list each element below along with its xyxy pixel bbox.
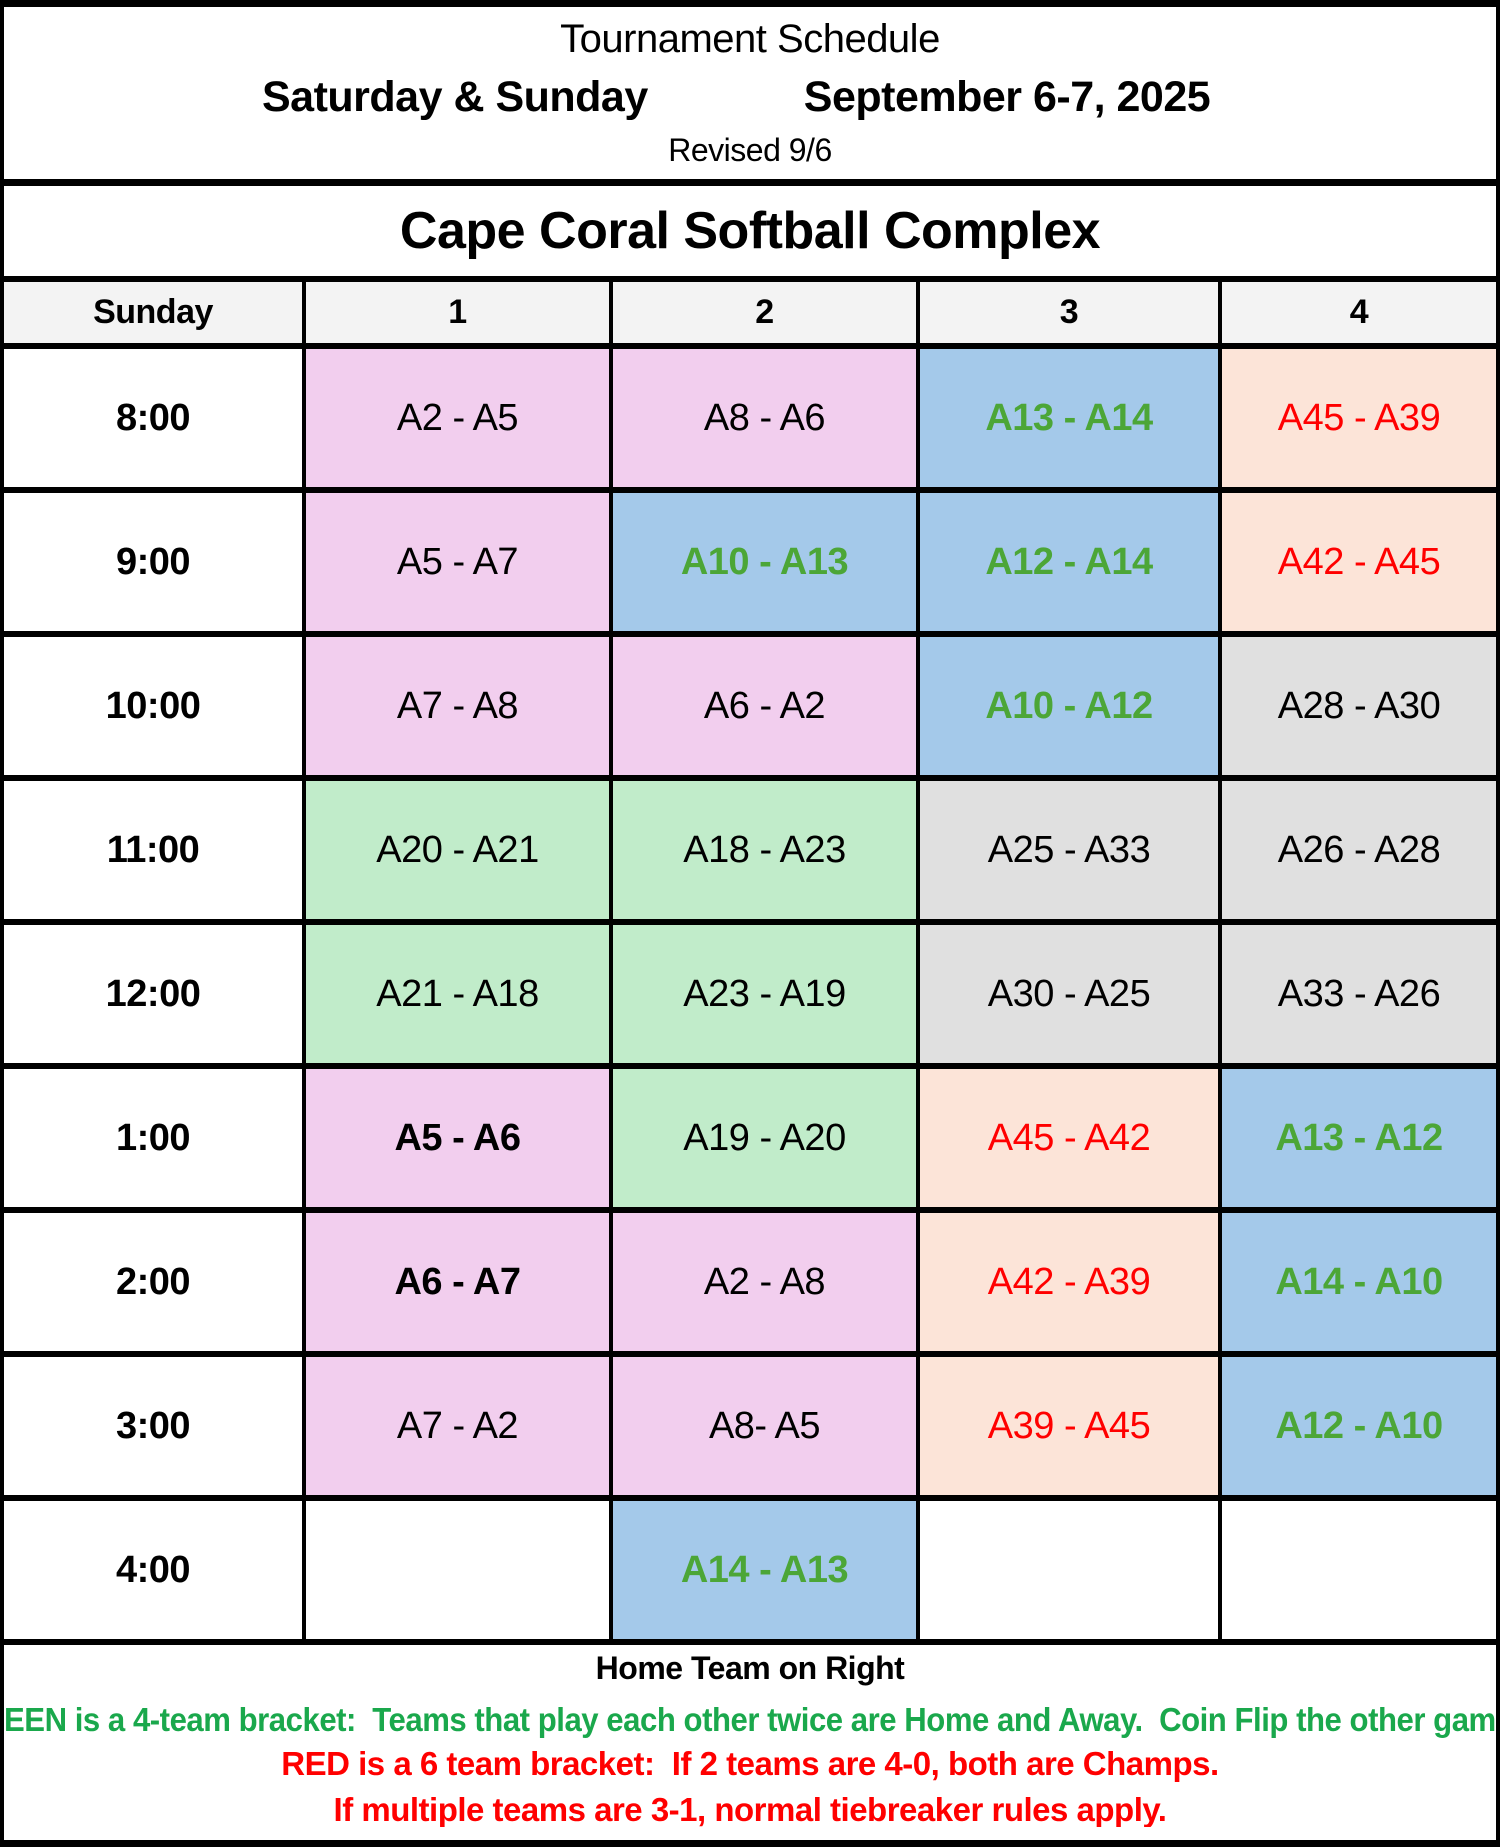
- game-cell: A2 - A5: [306, 349, 609, 487]
- game-cell: A25 - A33: [920, 781, 1218, 919]
- time-cell: 2:00: [4, 1213, 302, 1351]
- column-header-day: Sunday: [4, 282, 302, 343]
- venue-title: Cape Coral Softball Complex: [4, 186, 1496, 282]
- revised-note: Revised 9/6: [668, 131, 832, 168]
- game-cell: [1222, 1501, 1496, 1639]
- time-cell: 4:00: [4, 1501, 302, 1639]
- home-team-note: Home Team on Right: [595, 1650, 905, 1686]
- game-cell: [920, 1501, 1218, 1639]
- game-cell: A20 - A21: [306, 781, 609, 919]
- time-cell: 12:00: [4, 925, 302, 1063]
- game-cell: A21 - A18: [306, 925, 609, 1063]
- game-cell: A13 - A14: [920, 349, 1218, 487]
- game-cell: A6 - A2: [613, 637, 916, 775]
- game-cell: A14 - A10: [1222, 1213, 1496, 1351]
- footer-notes: Home Team on Right EEN is a 4-team brack…: [4, 1645, 1496, 1827]
- game-cell: A12 - A10: [1222, 1357, 1496, 1495]
- game-cell: [306, 1501, 609, 1639]
- time-cell: 8:00: [4, 349, 302, 487]
- game-cell: A30 - A25: [920, 925, 1218, 1063]
- game-cell: A33 - A26: [1222, 925, 1496, 1063]
- game-cell: A39 - A45: [920, 1357, 1218, 1495]
- game-cell: A14 - A13: [613, 1501, 916, 1639]
- game-cell: A5 - A6: [306, 1069, 609, 1207]
- time-cell: 9:00: [4, 493, 302, 631]
- game-cell: A23 - A19: [613, 925, 916, 1063]
- game-cell: A6 - A7: [306, 1213, 609, 1351]
- game-cell: A8 - A6: [613, 349, 916, 487]
- time-cell: 11:00: [4, 781, 302, 919]
- event-date-line: Saturday & Sunday September 6-7, 2025: [4, 73, 1496, 122]
- green-bracket-note: EEN is a 4-team bracket: Teams that play…: [4, 1701, 1496, 1738]
- event-dates: September 6-7, 2025: [803, 72, 1211, 121]
- column-header-field-1: 1: [306, 282, 609, 343]
- game-cell: A45 - A39: [1222, 349, 1496, 487]
- time-cell: 10:00: [4, 637, 302, 775]
- game-cell: A18 - A23: [613, 781, 916, 919]
- time-cell: 3:00: [4, 1357, 302, 1495]
- game-cell: A2 - A8: [613, 1213, 916, 1351]
- game-cell: A5 - A7: [306, 493, 609, 631]
- column-header-field-4: 4: [1222, 282, 1496, 343]
- game-cell: A42 - A39: [920, 1213, 1218, 1351]
- schedule-table: Sunday 1 2 3 4 8:00 A2 - A5 A8 - A6 A13 - A…: [4, 282, 1496, 1645]
- game-cell: A12 - A14: [920, 493, 1218, 631]
- page-title: Tournament Schedule: [560, 17, 940, 62]
- game-cell: A42 - A45: [1222, 493, 1496, 631]
- game-cell: A13 - A12: [1222, 1069, 1496, 1207]
- column-header-field-3: 3: [920, 282, 1218, 343]
- tiebreaker-note: If multiple teams are 3-1, normal tiebre…: [333, 1791, 1167, 1827]
- title-block: Tournament Schedule Saturday & Sunday Se…: [4, 7, 1496, 186]
- game-cell: A7 - A8: [306, 637, 609, 775]
- column-header-field-2: 2: [613, 282, 916, 343]
- game-cell: A8- A5: [613, 1357, 916, 1495]
- game-cell: A19 - A20: [613, 1069, 916, 1207]
- time-cell: 1:00: [4, 1069, 302, 1207]
- red-bracket-note: RED is a 6 team bracket: If 2 teams are …: [281, 1745, 1219, 1782]
- game-cell: A7 - A2: [306, 1357, 609, 1495]
- event-days: Saturday & Sunday: [262, 72, 648, 121]
- game-cell: A45 - A42: [920, 1069, 1218, 1207]
- game-cell: A28 - A30: [1222, 637, 1496, 775]
- game-cell: A26 - A28: [1222, 781, 1496, 919]
- game-cell: A10 - A12: [920, 637, 1218, 775]
- game-cell: A10 - A13: [613, 493, 916, 631]
